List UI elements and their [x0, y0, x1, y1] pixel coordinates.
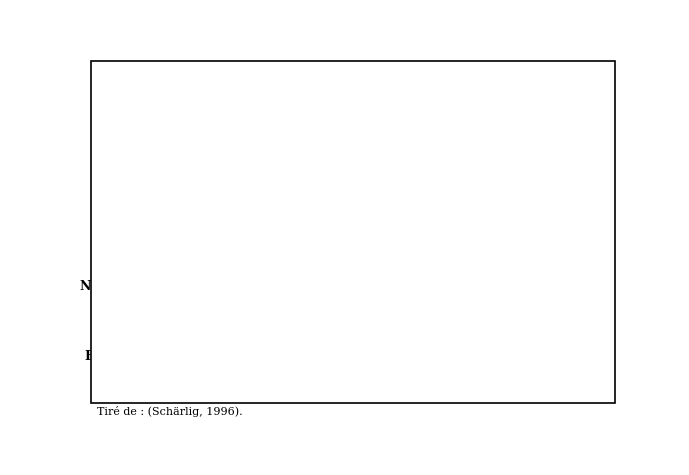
- FancyBboxPatch shape: [302, 81, 404, 121]
- Text: Franc: Franc: [369, 280, 410, 293]
- Text: Oui: Oui: [407, 200, 432, 212]
- Text: Avec poids ?: Avec poids ?: [453, 171, 531, 184]
- Text: Quel critère ?: Quel critère ?: [150, 171, 236, 184]
- Text: Tiré de : (Schärlig, 1996).: Tiré de : (Schärlig, 1996).: [96, 406, 243, 417]
- Text: Electre Is: Electre Is: [220, 351, 288, 363]
- Text: Quel critère ?: Quel critère ?: [400, 248, 488, 261]
- Text: Rangement: Rangement: [468, 119, 548, 132]
- Text: Franc: Franc: [119, 200, 159, 212]
- Text: Notes: Notes: [79, 280, 120, 293]
- Text: Non: Non: [525, 200, 554, 212]
- Text: Tri: Tri: [346, 119, 366, 132]
- FancyBboxPatch shape: [441, 158, 543, 198]
- Text: A seuils: A seuils: [229, 200, 284, 212]
- Text: Electre I: Electre I: [85, 351, 146, 363]
- FancyBboxPatch shape: [142, 158, 244, 198]
- Text: valeurs: valeurs: [185, 280, 232, 293]
- FancyBboxPatch shape: [393, 234, 495, 275]
- Text: Electre Iv: Electre Iv: [145, 365, 214, 378]
- FancyBboxPatch shape: [105, 234, 206, 275]
- Text: Performances ?: Performances ?: [106, 248, 205, 261]
- Text: Quelle problématique ?: Quelle problématique ?: [279, 94, 427, 108]
- Text: Electre II: Electre II: [365, 351, 432, 363]
- Text: A seuils: A seuils: [480, 280, 535, 293]
- Text: Electre III: Electre III: [426, 365, 499, 378]
- Text: Electre IV: Electre IV: [513, 351, 583, 363]
- Text: Choix: Choix: [198, 119, 238, 132]
- Text: Electre Tri: Electre Tri: [316, 365, 390, 378]
